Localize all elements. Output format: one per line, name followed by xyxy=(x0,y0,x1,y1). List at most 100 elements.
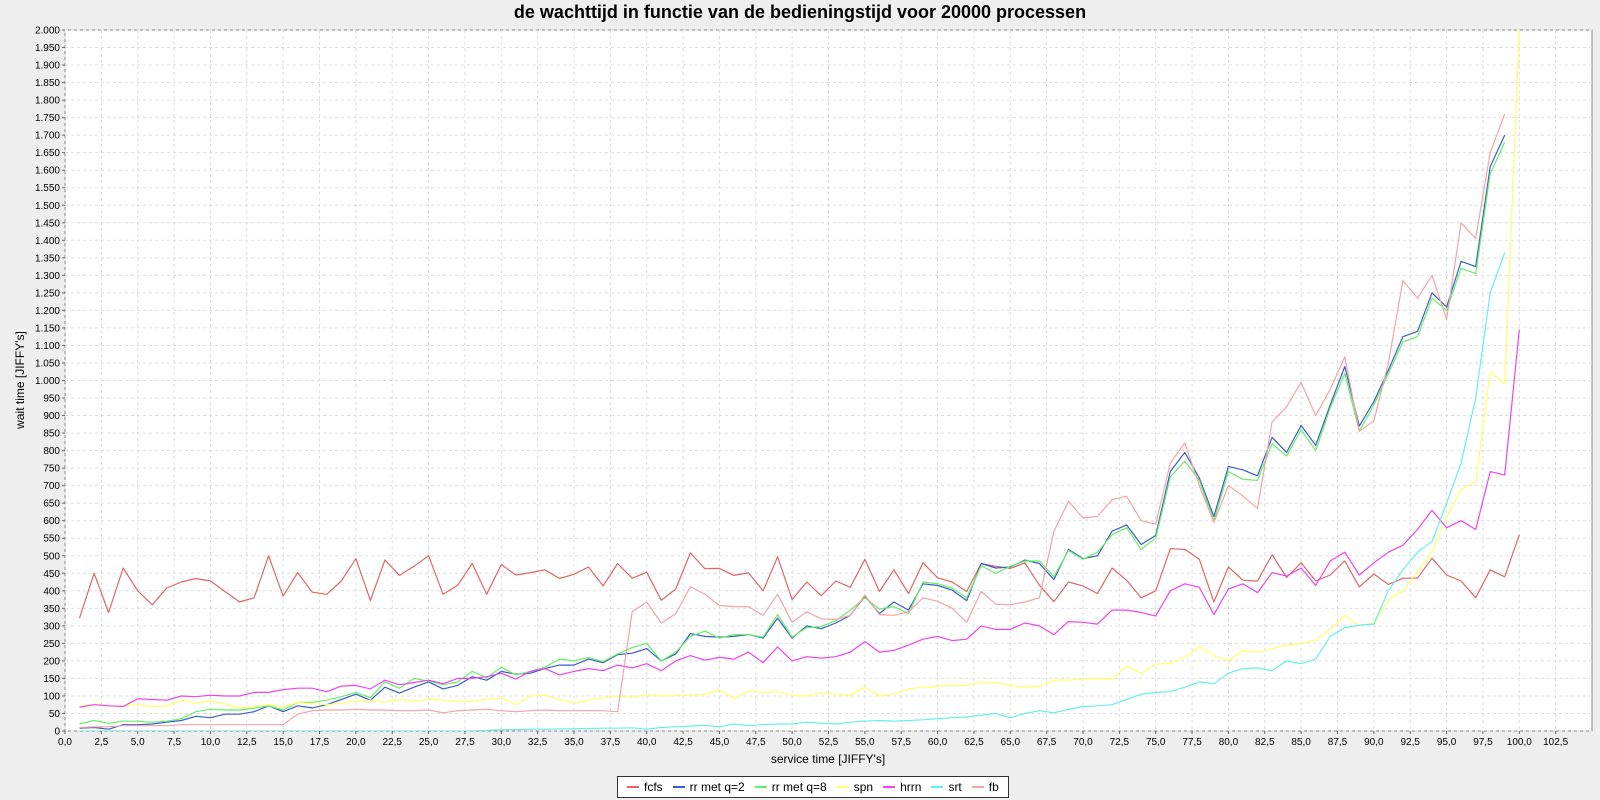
x-tick-label: 90,0 xyxy=(1364,737,1384,748)
y-tick-label: 1.700 xyxy=(35,131,60,142)
series-line-fb xyxy=(79,113,1506,729)
x-tick-label: 70,0 xyxy=(1073,737,1093,748)
legend-entry-rr-met-q-8: rr met q=8 xyxy=(754,780,827,794)
series-line-fcfs xyxy=(78,534,1520,619)
legend-entry-spn: spn xyxy=(836,780,874,794)
x-tick-label: 40,0 xyxy=(637,737,657,748)
legend-entry-hrrn: hrrn xyxy=(883,780,921,794)
x-tick-label: 75,0 xyxy=(1146,737,1166,748)
y-tick-label: 1.750 xyxy=(35,113,60,124)
y-tick-label: 800 xyxy=(43,446,60,457)
series-lines xyxy=(78,30,1520,731)
y-tick-label: 1.550 xyxy=(35,183,60,194)
series-line-spn xyxy=(79,30,1520,709)
y-tick-label: 500 xyxy=(43,551,60,562)
legend-label: hrrn xyxy=(900,780,922,794)
x-tick-label: 27,5 xyxy=(455,737,475,748)
y-tick-label: 0 xyxy=(54,727,60,738)
y-tick-label: 1.350 xyxy=(35,253,60,264)
x-tick-label: 45,0 xyxy=(710,737,730,748)
x-tick-label: 35,0 xyxy=(564,737,584,748)
x-tick-label: 60,0 xyxy=(928,737,948,748)
x-tick-label: 20,0 xyxy=(346,737,366,748)
x-tick-label: 5,0 xyxy=(131,737,145,748)
legend-label: spn xyxy=(853,780,874,794)
y-tick-label: 1.650 xyxy=(35,148,60,159)
x-axis-label: service time [JIFFY's] xyxy=(771,752,885,766)
x-tick-label: 95,0 xyxy=(1437,737,1457,748)
y-tick-label: 1.850 xyxy=(35,78,60,89)
x-tick-label: 85,0 xyxy=(1291,737,1311,748)
legend-entry-fb: fb xyxy=(971,780,999,794)
x-tick-label: 82,5 xyxy=(1255,737,1275,748)
x-tick-label: 50,0 xyxy=(782,737,802,748)
legend-swatch xyxy=(754,786,767,788)
x-tick-label: 12,5 xyxy=(237,737,257,748)
y-axis-label: wait time [JIFFY's] xyxy=(13,331,27,430)
x-tick-label: 80,0 xyxy=(1219,737,1239,748)
x-tick-label: 52,5 xyxy=(819,737,839,748)
y-tick-label: 150 xyxy=(43,674,60,685)
y-tick-label: 600 xyxy=(43,516,60,527)
x-tick-label: 2,5 xyxy=(94,737,108,748)
y-tick-label: 1.900 xyxy=(35,61,60,72)
y-tick-label: 1.600 xyxy=(35,166,60,177)
legend-label: rr met q=2 xyxy=(689,780,745,794)
y-tick-label: 100 xyxy=(43,691,60,702)
x-tick-label: 67,5 xyxy=(1037,737,1057,748)
x-tick-label: 97,5 xyxy=(1473,737,1493,748)
x-tick-label: 102,5 xyxy=(1543,737,1568,748)
y-tick-label: 1.300 xyxy=(35,271,60,282)
y-tick-label: 1.450 xyxy=(35,218,60,229)
x-tick-label: 100,0 xyxy=(1507,737,1532,748)
y-tick-label: 1.050 xyxy=(35,358,60,369)
y-tick-label: 1.800 xyxy=(35,96,60,107)
legend-swatch xyxy=(672,786,685,788)
legend: fcfs rr met q=2 rr met q=8 spn hrrn srt fb xyxy=(617,776,1009,798)
series-line-srt xyxy=(79,252,1506,731)
x-tick-label: 30,0 xyxy=(492,737,512,748)
y-tick-label: 250 xyxy=(43,639,60,650)
x-tick-label: 57,5 xyxy=(891,737,911,748)
y-tick-label: 650 xyxy=(43,499,60,510)
y-tick-label: 1.250 xyxy=(35,288,60,299)
x-tick-label: 37,5 xyxy=(601,737,621,748)
x-tick-label: 92,5 xyxy=(1400,737,1420,748)
y-tick-label: 50 xyxy=(49,709,61,720)
y-tick-label: 200 xyxy=(43,656,60,667)
legend-swatch xyxy=(883,786,896,788)
y-tick-label: 1.400 xyxy=(35,236,60,247)
x-tick-label: 0,0 xyxy=(58,737,72,748)
x-tick-label: 62,5 xyxy=(964,737,984,748)
y-tick-label: 350 xyxy=(43,604,60,615)
legend-swatch xyxy=(971,786,984,788)
y-tick-label: 1.150 xyxy=(35,323,60,334)
y-tick-label: 450 xyxy=(43,569,60,580)
legend-entry-srt: srt xyxy=(931,780,962,794)
series-line-hrrn xyxy=(79,329,1520,708)
x-tick-label: 25,0 xyxy=(419,737,439,748)
legend-label: rr met q=8 xyxy=(771,780,827,794)
y-tick-label: 750 xyxy=(43,464,60,475)
legend-entry-rr-met-q-2: rr met q=2 xyxy=(672,780,745,794)
legend-swatch xyxy=(931,786,944,788)
y-tick-label: 1.000 xyxy=(35,376,60,387)
x-tick-label: 15,0 xyxy=(273,737,293,748)
x-tick-label: 55,0 xyxy=(855,737,875,748)
x-tick-label: 47,5 xyxy=(746,737,766,748)
y-tick-label: 850 xyxy=(43,429,60,440)
y-tick-label: 2.000 xyxy=(35,26,60,37)
x-tick-label: 10,0 xyxy=(201,737,221,748)
y-tick-label: 700 xyxy=(43,481,60,492)
x-tick-label: 72,5 xyxy=(1110,737,1130,748)
series-line-rr-met-q-8 xyxy=(79,141,1506,725)
legend-entry-fcfs: fcfs xyxy=(627,780,663,794)
y-tick-label: 1.950 xyxy=(35,43,60,54)
legend-swatch xyxy=(627,786,639,788)
y-tick-label: 1.500 xyxy=(35,201,60,212)
y-tick-label: 550 xyxy=(43,534,60,545)
x-tick-label: 65,0 xyxy=(1001,737,1021,748)
x-tick-label: 17,5 xyxy=(310,737,330,748)
y-tick-label: 900 xyxy=(43,411,60,422)
